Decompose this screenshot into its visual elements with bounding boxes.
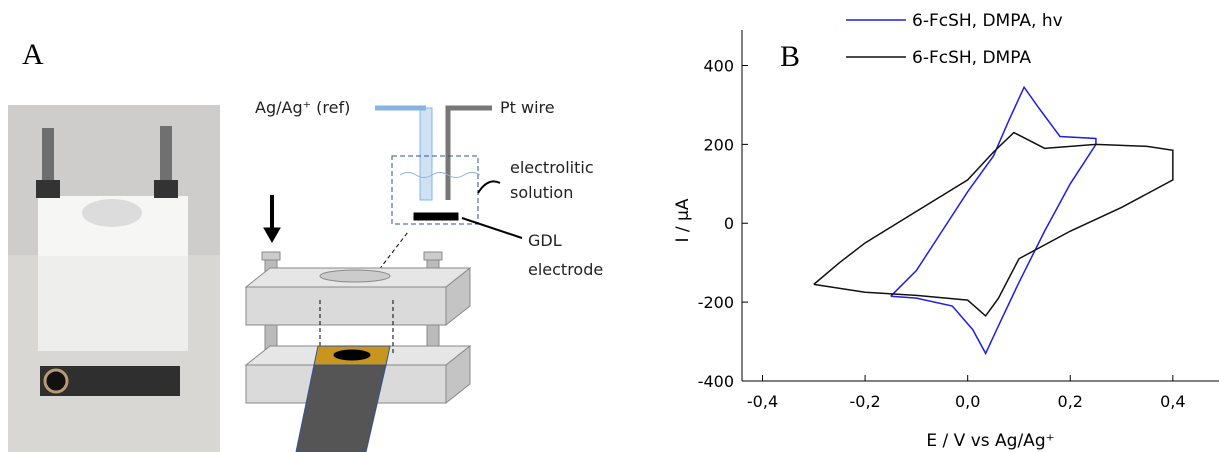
- diagram-label: electrode: [528, 260, 603, 279]
- cv-curve: [890, 85, 1097, 356]
- y-tick-label: 200: [703, 135, 734, 154]
- diagram-label: Ag/Ag⁺ (ref): [255, 98, 350, 117]
- y-tick-label: -200: [698, 293, 734, 312]
- y-tick-label: -400: [698, 372, 734, 391]
- legend-label: 6-FcSH, DMPA, hv: [912, 11, 1063, 31]
- x-tick-label: 0,4: [1160, 392, 1185, 411]
- panel-label: A: [22, 38, 44, 71]
- x-tick-label: 0,0: [955, 392, 980, 411]
- y-axis-label: I / μA: [673, 198, 693, 242]
- diagram-label: electrolitic: [510, 158, 594, 177]
- x-axis-label: E / V vs Ag/Ag⁺: [926, 431, 1054, 451]
- y-tick-label: 0: [724, 214, 734, 233]
- legend-label: 6-FcSH, DMPA: [912, 48, 1031, 68]
- diagram-label: GDL: [528, 231, 562, 250]
- cv-curve: [813, 131, 1174, 318]
- x-tick-label: 0,2: [1058, 392, 1083, 411]
- diagram-label: solution: [510, 183, 573, 202]
- photo: [8, 105, 220, 452]
- panel-label: B: [780, 40, 800, 73]
- diagram-label: Pt wire: [500, 98, 555, 117]
- y-tick-label: 400: [703, 56, 734, 75]
- cell-diagram: [244, 105, 523, 452]
- x-tick-label: -0,4: [747, 392, 778, 411]
- cv-chart: -400 -200 0 200 400 -0,4 -0,2 0,0 0,2 0,4 E / V vs…: [673, 11, 1219, 451]
- x-tick-label: -0,2: [849, 392, 880, 411]
